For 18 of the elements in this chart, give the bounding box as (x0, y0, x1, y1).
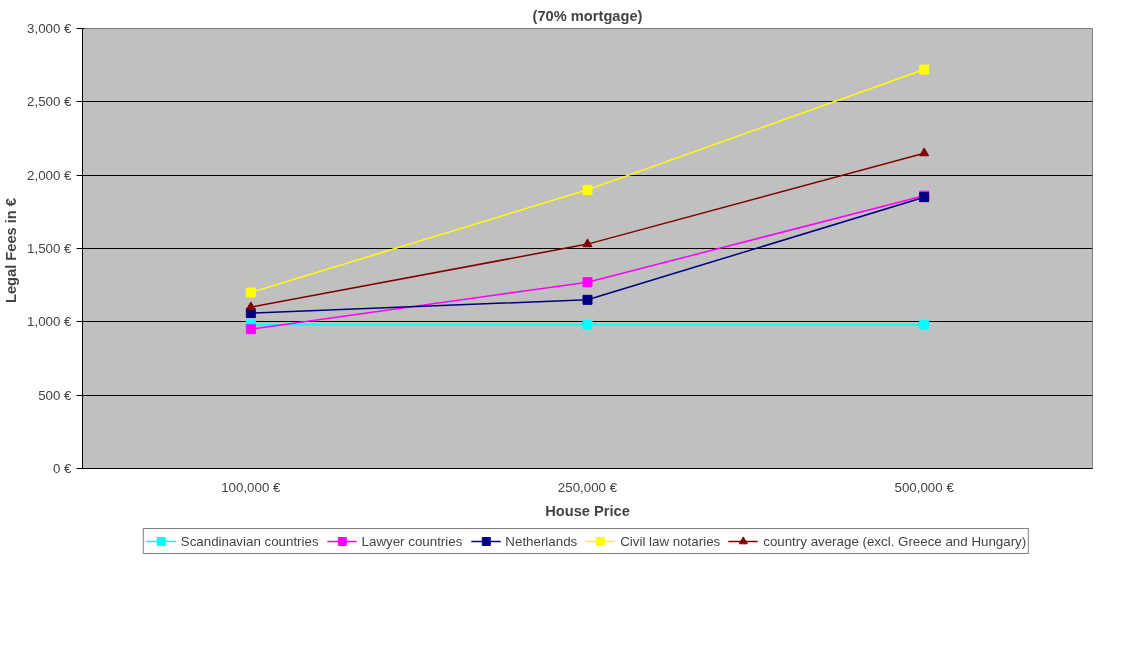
x-tick-label: 100,000 € (221, 479, 282, 495)
legend-label: country average (excl. Greece and Hungary) (763, 533, 1027, 549)
y-tick-label: 2,500 € (27, 94, 73, 110)
y-tick-label: 1,000 € (27, 314, 73, 330)
legend-label: Netherlands (505, 533, 578, 549)
y-tick-label: 2,000 € (27, 167, 73, 183)
legend-label: Scandinavian countries (180, 533, 319, 549)
legend-label: Civil law notaries (620, 533, 721, 549)
y-axis-title: Legal Fees in € (3, 198, 20, 304)
x-tick-label: 500,000 € (894, 479, 955, 495)
chart-title: (70% mortgage) (532, 7, 643, 24)
y-tick-label: 0 € (52, 461, 73, 476)
x-axis-title: House Price (545, 502, 630, 519)
y-tick-label: 3,000 € (27, 21, 73, 36)
legend-label: Lawyer countries (361, 533, 463, 549)
y-tick-label: 500 € (38, 387, 73, 403)
y-tick-label: 1,500 € (27, 241, 73, 256)
x-tick-label: 250,000 € (557, 479, 618, 495)
